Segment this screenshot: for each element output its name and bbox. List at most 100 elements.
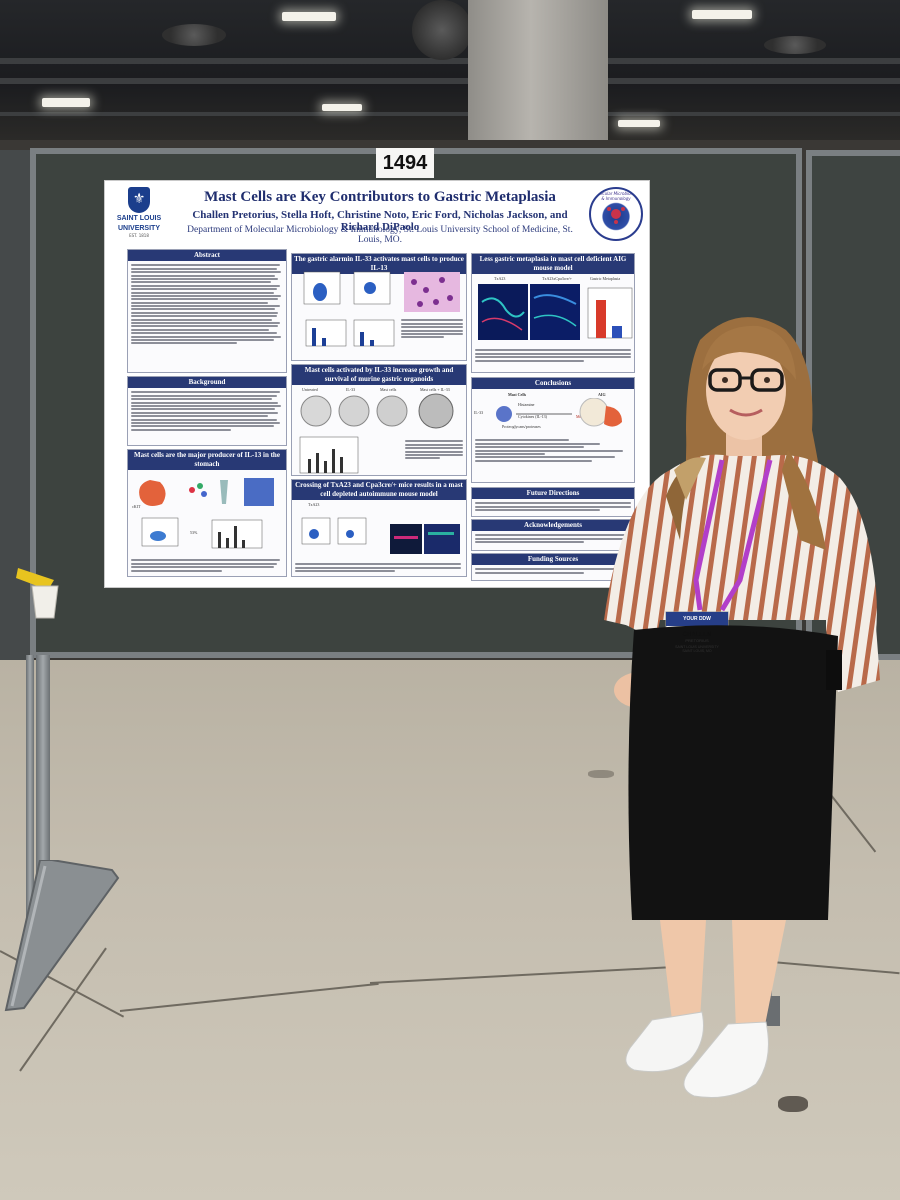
il33-label: IL-33 <box>346 387 356 392</box>
lanyard <box>719 459 773 612</box>
txa23-label: TxA23 <box>308 502 320 507</box>
abstract-heading: Abstract <box>128 250 286 261</box>
ceiling-duct <box>412 0 472 60</box>
ceiling-light <box>618 120 660 127</box>
acknowledgements-text <box>472 531 634 547</box>
abstract-text <box>128 261 286 348</box>
il33-section: The gastric alarmin IL-33 activates mast… <box>291 253 467 361</box>
ceiling-truss <box>0 58 900 64</box>
il33-caption <box>398 316 466 342</box>
cup-with-card <box>16 568 59 619</box>
black-skirt <box>628 625 838 920</box>
ceiling-light <box>282 12 336 21</box>
ceiling-light <box>42 98 90 107</box>
gastric-metaplasia-label: Gastric Metaplasia <box>590 276 621 281</box>
conclusion-diagram <box>496 398 622 427</box>
organoid-figure <box>299 393 454 474</box>
less-metaplasia-section: Less gastric metaplasia in mast cell def… <box>471 253 635 373</box>
abstract-section: Abstract <box>127 249 287 373</box>
poster-department: Department of Molecular Microbiology & I… <box>187 225 573 245</box>
metaplasia-figure <box>478 284 633 340</box>
histamine-label: Histamine <box>518 402 535 407</box>
crossing-section: Crossing of TxA23 and Cpa3cre/+ mice res… <box>291 479 467 577</box>
txa23-label: TxA23 <box>494 276 506 281</box>
funding-text <box>472 565 634 577</box>
right-sneaker <box>683 1021 769 1098</box>
research-poster: ⚜ SAINT LOUIS UNIVERSITY EST. 1818 Mast … <box>104 180 650 588</box>
ceiling-light <box>692 10 752 19</box>
mast-cells-il13-heading: Mast cells are the major producer of IL-… <box>128 450 286 470</box>
ceiling <box>0 0 900 140</box>
conclusions-section: Conclusions Mast Cells AIG Histamine IL-… <box>471 377 635 483</box>
future-directions-heading: Future Directions <box>472 488 634 499</box>
floor-stain <box>588 770 614 778</box>
conclusions-heading: Conclusions <box>472 378 634 389</box>
organoids-heading: Mast cells activated by IL-33 increase g… <box>292 365 466 385</box>
microbe-icon <box>607 207 625 224</box>
badge-city: SAINT LOUIS, MO <box>682 649 712 653</box>
crossing-heading: Crossing of TxA23 and Cpa3cre/+ mice res… <box>292 480 466 500</box>
txa23cpa3-label: TxA23xCpa3cre/+ <box>542 276 573 281</box>
pct-label: 53% <box>190 530 198 535</box>
acknowledgements-heading: Acknowledgements <box>472 520 634 531</box>
funding-section: Funding Sources <box>471 553 635 581</box>
badge-first-name: CHALLEN <box>682 632 712 638</box>
conclusion-bullets <box>472 436 634 465</box>
ceiling-duct <box>162 24 226 46</box>
floor-stain <box>778 1096 808 1112</box>
il33-diagram-label: IL-33 <box>474 410 484 415</box>
background-section: Background <box>127 376 287 446</box>
badge-org: SAINT LOUIS UNIVERSITY <box>675 645 719 649</box>
crossing-caption <box>292 560 464 576</box>
hair-fringe <box>702 325 796 380</box>
presenter <box>604 317 880 1098</box>
organoids-section: Mast cells activated by IL-33 increase g… <box>291 364 467 476</box>
ceiling-duct <box>764 36 826 54</box>
mast-il33-label: Mast cells + IL-33 <box>420 387 450 392</box>
slu-name-line1: SAINT LOUIS <box>116 215 162 222</box>
il13-caption <box>128 556 286 575</box>
face <box>706 340 786 440</box>
slu-est: EST. 1818 <box>129 233 149 238</box>
slu-logo: ⚜ SAINT LOUIS UNIVERSITY EST. 1818 <box>111 187 167 243</box>
mast-cells-il13-section: Mast cells are the major producer of IL-… <box>127 449 287 577</box>
ceiling-light <box>322 104 362 111</box>
glasses-icon <box>708 368 784 392</box>
fleur-de-lis-shield-icon: ⚜ <box>128 187 150 213</box>
poster-authors: Challen Pretorius, Stella Hoft, Christin… <box>192 209 568 233</box>
proteases-label: Proteoglycans/proteases <box>502 424 541 429</box>
future-text <box>472 499 634 515</box>
il33-figure <box>303 271 460 347</box>
future-directions-section: Future Directions <box>471 487 635 517</box>
badge-surname: PRETORIUS <box>685 638 709 643</box>
il13-figure <box>139 478 274 549</box>
cytokines-label: Cytokines (IL-13) <box>518 414 547 419</box>
board-stand-feet <box>4 860 120 1012</box>
lanyard <box>693 459 725 611</box>
organoid-caption <box>402 437 466 463</box>
mast-cells-label: Mast cells <box>380 387 397 392</box>
concrete-pillar <box>468 0 608 140</box>
badge-header: YOUR DDW <box>683 616 711 622</box>
crossing-figure <box>301 517 460 554</box>
left-sleeve <box>604 520 652 626</box>
right-leg <box>732 920 786 1030</box>
microbe-globe-icon: Molecular Microbiology & Immunology <box>589 187 643 241</box>
ckit-label: cKIT <box>132 504 141 509</box>
background-heading: Background <box>128 377 286 388</box>
left-leg <box>660 920 706 1020</box>
background-text <box>128 388 286 434</box>
bag-strap <box>826 650 842 690</box>
il33-heading: The gastric alarmin IL-33 activates mast… <box>292 254 466 274</box>
left-sneaker <box>625 1011 704 1073</box>
ceiling-truss <box>0 78 900 84</box>
mmi-logo-text: Molecular Microbiology & Immunology <box>592 191 640 201</box>
board-stand-pole <box>26 655 34 955</box>
name-badge-text: YOUR DDW CHALLEN PRETORIUS SAINT LOUIS U… <box>666 612 728 698</box>
ceiling-truss <box>0 112 900 116</box>
poster-number-card: 1494 <box>376 148 434 178</box>
mast-cells-diagram-label: Mast Cells <box>508 392 527 397</box>
floor-crack <box>119 982 379 1012</box>
metaplasia-caption <box>472 346 634 365</box>
funding-heading: Funding Sources <box>472 554 634 565</box>
